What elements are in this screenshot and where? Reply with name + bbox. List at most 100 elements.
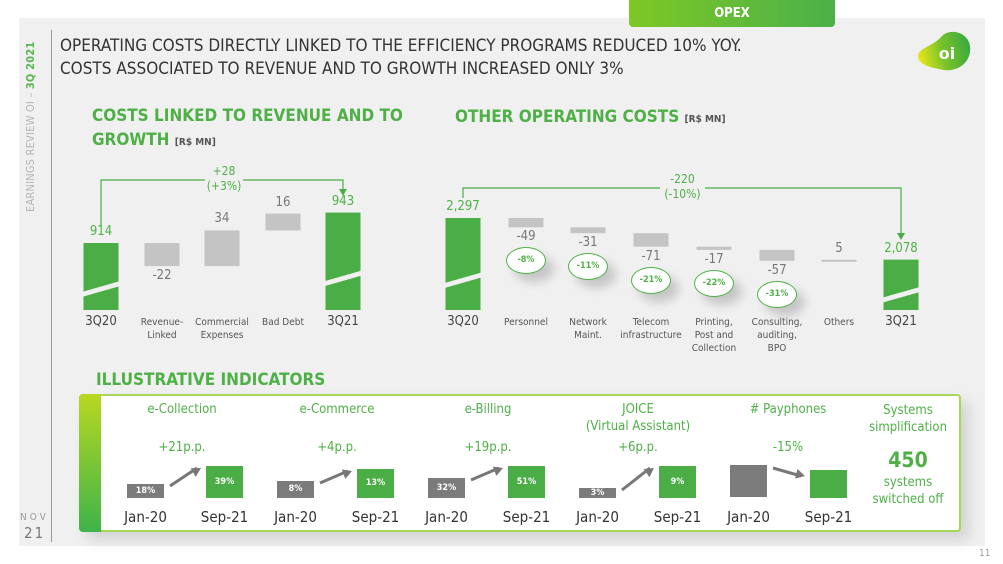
- category-label: Others: [823, 317, 855, 328]
- indicator-bar-jan20: 18%: [127, 484, 164, 498]
- headline-line-1: OPERATING COSTS DIRECTLY LINKED TO THE E…: [60, 36, 742, 56]
- data-label: -31: [578, 235, 598, 251]
- arrow-head-icon: [897, 233, 905, 240]
- data-label: -22: [152, 268, 172, 284]
- category-label: 3Q20: [85, 314, 117, 329]
- systems-caption-line-1: systems: [883, 475, 933, 490]
- indicator-bar-jan20: 8%: [277, 481, 314, 498]
- indicators-accent-bar: [79, 394, 101, 532]
- bar-delta: [759, 249, 795, 261]
- section-title-indicators: ILLUSTRATIVE INDICATORS: [96, 370, 326, 390]
- category-label: Telecom infrastructure: [620, 317, 682, 341]
- category-label: Bad Debt: [262, 317, 304, 328]
- page-headline: OPERATING COSTS DIRECTLY LINKED TO THE E…: [60, 35, 742, 81]
- indicator-title: e-Collection: [147, 402, 217, 417]
- systems-title: Systems simplification: [850, 402, 966, 436]
- pct-change-badge: -11%: [568, 253, 608, 281]
- sidebar-divider: [51, 30, 52, 542]
- category-label: Printing, Post and Collection: [691, 317, 737, 354]
- arrow-head-icon: [492, 466, 503, 476]
- bar-total: [445, 218, 481, 310]
- pct-change-badge: -31%: [757, 280, 797, 308]
- indicator-date-start: Jan-20: [576, 508, 619, 526]
- unit-label: [R$ MN]: [174, 137, 216, 148]
- indicator-date-end: Sep-21: [351, 508, 400, 526]
- indicator-date-start: Jan-20: [727, 508, 770, 526]
- bar-delta: [144, 243, 180, 267]
- bar-delta: [633, 233, 669, 247]
- indicator-title: e-Billing: [464, 402, 512, 417]
- axis-break: [445, 272, 481, 288]
- bar-delta: [696, 246, 732, 250]
- change-bracket-left: [462, 187, 660, 198]
- bar-delta: [204, 230, 240, 267]
- data-label: 2,297: [446, 199, 480, 214]
- data-label: 2,078: [884, 240, 918, 256]
- indicator-bar-sep21: 13%: [357, 469, 394, 498]
- data-label: 914: [89, 224, 113, 239]
- data-label: 34: [214, 211, 230, 227]
- change-label: -220 (-10%): [664, 172, 701, 201]
- category-label: Network Maint.: [569, 317, 607, 341]
- indicator-date-start: Jan-20: [274, 508, 317, 526]
- indicator-title: # Payphones: [749, 402, 827, 417]
- change-bracket-right: [705, 187, 902, 234]
- title-line-1: COSTS LINKED TO REVENUE AND TO: [92, 106, 403, 126]
- headline-line-2: COSTS ASSOCIATED TO REVENUE AND TO GROWT…: [60, 59, 624, 79]
- indicator-bar-sep21: [810, 470, 847, 498]
- section-title-other-costs: OTHER OPERATING COSTS [R$ MN]: [455, 105, 726, 132]
- arrow-head-icon: [339, 189, 347, 196]
- category-label: Revenue- Linked: [140, 317, 184, 341]
- trend-arrow-icon: [621, 466, 651, 492]
- category-label: 3Q20: [447, 314, 479, 329]
- change-label: +28 (+3%): [206, 164, 242, 193]
- arrow-head-icon: [341, 469, 352, 479]
- systems-caption: systems switched off: [860, 474, 956, 508]
- indicator-date-end: Sep-21: [804, 508, 853, 526]
- axis-break: [83, 281, 119, 297]
- bar-delta: [570, 227, 606, 234]
- systems-title-line-1: Systems: [883, 403, 933, 418]
- data-label: 943: [331, 193, 355, 209]
- change-bracket-left: [100, 179, 205, 226]
- category-label: Commercial Expenses: [195, 317, 249, 341]
- category-label: 3Q21: [885, 314, 917, 329]
- indicator-bar-jan20: [730, 465, 767, 497]
- indicators-panel: [79, 394, 961, 532]
- data-label: -17: [704, 251, 724, 267]
- indicator-date-end: Sep-21: [200, 508, 249, 526]
- date-year: 21: [24, 524, 46, 542]
- data-label: -49: [516, 229, 536, 245]
- section-title-revenue-costs: COSTS LINKED TO REVENUE AND TO GROWTH [R…: [92, 104, 403, 155]
- axis-break: [883, 287, 919, 303]
- systems-caption-line-2: switched off: [872, 492, 944, 507]
- bar-total: [325, 212, 361, 310]
- indicator-title: e-Commerce: [299, 402, 375, 417]
- indicator-delta: -15%: [772, 440, 804, 455]
- data-label: 5: [835, 240, 843, 256]
- indicator-bar-sep21: 9%: [659, 466, 696, 498]
- indicator-delta: +4p.p.: [317, 440, 357, 455]
- pct-change-badge: -22%: [694, 269, 734, 297]
- arrow-head-icon: [795, 468, 805, 479]
- axis-break: [325, 270, 361, 286]
- unit-label: [R$ MN]: [684, 114, 726, 125]
- pct-change-badge: -8%: [506, 247, 546, 275]
- indicator-delta: +6p.p.: [618, 440, 658, 455]
- systems-title-line-2: simplification: [868, 420, 948, 435]
- bar-delta: [821, 259, 857, 262]
- indicator-bar-jan20: 3%: [579, 488, 616, 498]
- title-line-2: GROWTH: [92, 130, 170, 150]
- arrow-head-icon: [643, 468, 654, 478]
- bar-total: [883, 259, 919, 310]
- indicator-date-start: Jan-20: [425, 508, 468, 526]
- logo-text: oi: [939, 44, 955, 63]
- oi-logo-icon: oi: [918, 31, 971, 71]
- indicator-bar-sep21: 51%: [508, 466, 545, 498]
- page-number: 11: [979, 548, 991, 559]
- data-label: -57: [767, 262, 787, 278]
- arrow-head-icon: [190, 468, 201, 477]
- indicator-bar-jan20: 32%: [428, 478, 465, 498]
- pct-change-badge: -21%: [631, 266, 671, 294]
- indicator-bar-sep21: 39%: [206, 466, 243, 498]
